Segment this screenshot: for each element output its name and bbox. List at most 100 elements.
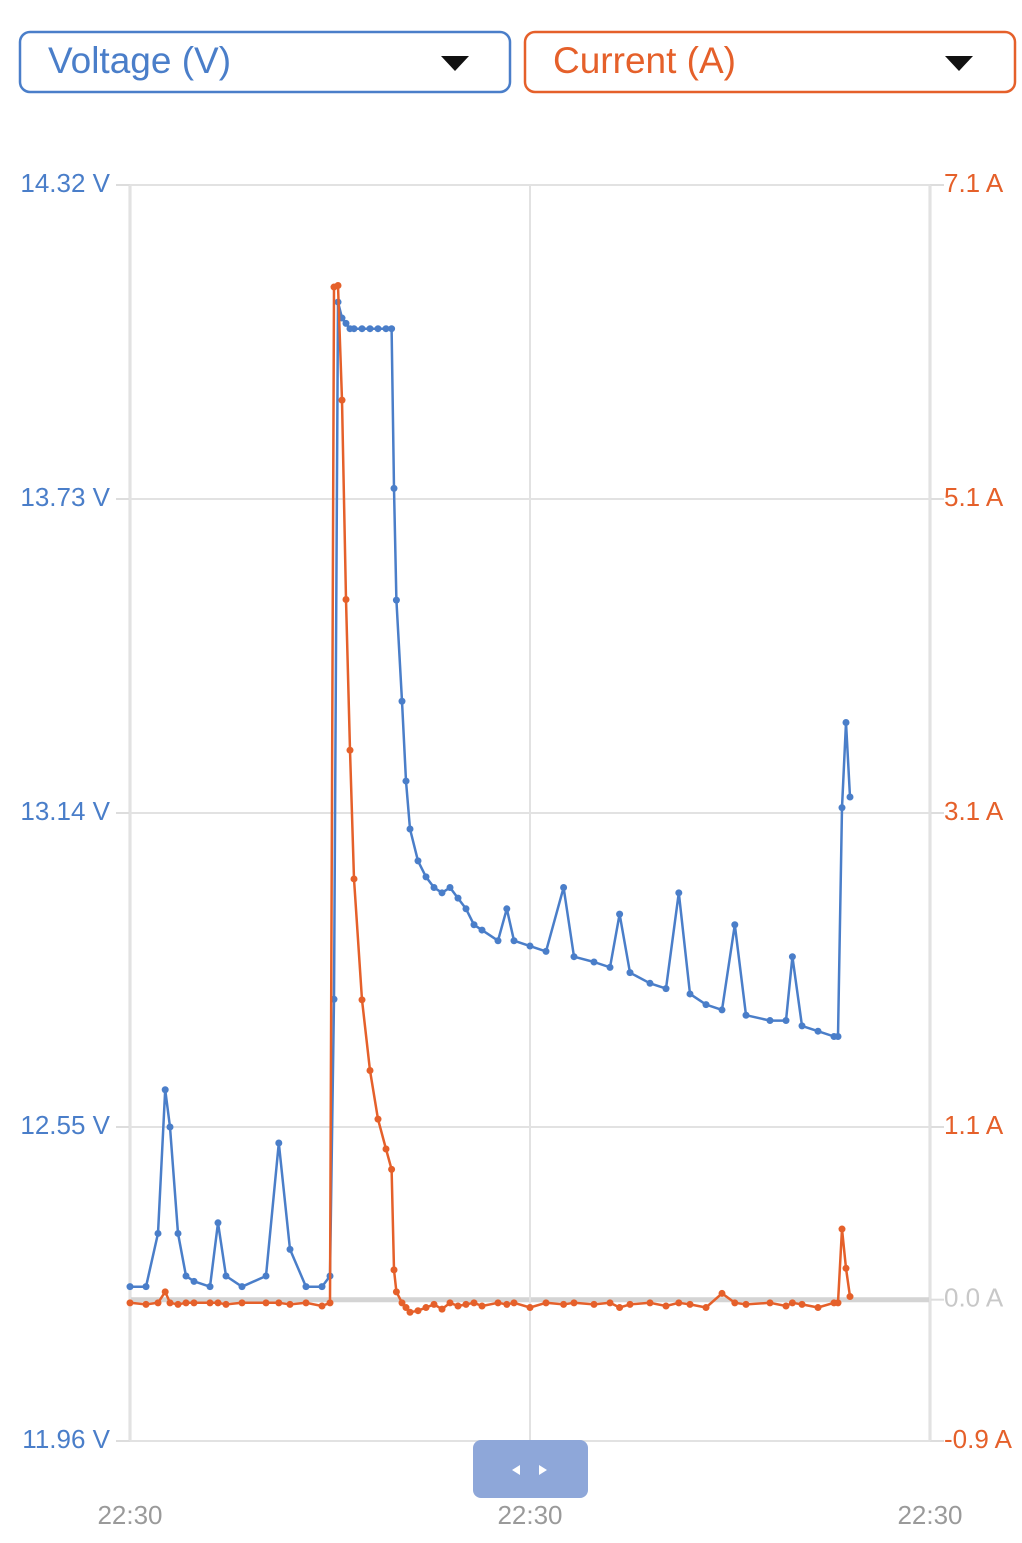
data-point [788, 953, 796, 961]
data-point [834, 1299, 842, 1307]
data-point [478, 926, 486, 934]
data-point [742, 1300, 750, 1308]
data-point [154, 1299, 162, 1307]
data-point [606, 963, 614, 971]
data-point [388, 325, 396, 333]
data-point [686, 1300, 694, 1308]
data-point [731, 1299, 739, 1307]
data-point [206, 1283, 214, 1291]
data-point [318, 1283, 326, 1291]
data-point [454, 894, 462, 902]
data-point [126, 1283, 134, 1291]
data-point [560, 1300, 568, 1308]
data-point [222, 1272, 230, 1280]
data-point [438, 1305, 446, 1313]
dropdown-box[interactable] [523, 30, 1017, 94]
y-tick-label: 12.55 V [20, 1110, 110, 1140]
data-point [798, 1300, 806, 1308]
data-point [846, 1293, 854, 1301]
data-point [846, 793, 854, 801]
y-tick-label: 13.73 V [20, 482, 110, 512]
data-point [338, 396, 346, 404]
data-point [214, 1219, 222, 1227]
x-tick-label: 22:30 [897, 1500, 962, 1530]
data-point [174, 1229, 182, 1237]
data-point [166, 1299, 174, 1307]
data-point [814, 1304, 822, 1312]
data-point [590, 958, 598, 966]
data-point [430, 884, 438, 892]
data-point [302, 1299, 310, 1307]
plot: 11.96 V 12.55 V 13.14 V 13.73 V 14.32 V -0.9 … [20, 168, 1012, 1530]
current-dropdown[interactable]: Current (A) [523, 30, 1017, 94]
data-point [214, 1299, 222, 1307]
data-point [142, 1300, 150, 1308]
data-point [402, 777, 410, 785]
data-point [275, 1299, 283, 1307]
data-point [342, 595, 350, 603]
series-line [130, 300, 852, 1288]
data-point [334, 281, 342, 289]
data-point [374, 1115, 382, 1123]
data-point [142, 1283, 150, 1291]
data-point [662, 1302, 670, 1310]
y2-tick-label: 0.0 A [944, 1283, 1004, 1313]
data-point [718, 1006, 726, 1014]
data-point [238, 1283, 246, 1291]
data-point [422, 873, 430, 881]
data-point [446, 884, 454, 892]
data-point [275, 1139, 283, 1147]
data-point [382, 1145, 390, 1153]
dropdown-box[interactable] [18, 30, 512, 94]
data-point [782, 1302, 790, 1310]
data-point [182, 1272, 190, 1280]
data-point [398, 1299, 406, 1307]
data-point [842, 719, 850, 727]
data-point [174, 1300, 182, 1308]
data-point [154, 1229, 162, 1237]
data-point [366, 325, 374, 333]
data-point [166, 1123, 174, 1131]
voltage-dropdown[interactable]: Voltage (V) [18, 30, 512, 94]
data-point [388, 1165, 396, 1173]
data-point [718, 1289, 726, 1297]
data-point [560, 884, 568, 892]
series-line [129, 284, 852, 1314]
data-point [590, 1300, 598, 1308]
data-point [374, 325, 382, 333]
data-point [302, 1283, 310, 1291]
data-point [646, 1299, 654, 1307]
data-point [262, 1299, 270, 1307]
scroll-handle[interactable] [473, 1440, 588, 1498]
data-point [616, 1304, 624, 1312]
data-point [570, 953, 578, 961]
data-point [838, 804, 846, 812]
data-point [190, 1277, 198, 1285]
handle[interactable] [473, 1440, 588, 1498]
data-point [358, 325, 366, 333]
data-point [494, 1299, 502, 1307]
data-point [350, 325, 358, 333]
data-point [358, 996, 366, 1004]
data-point [402, 1304, 410, 1312]
data-point [222, 1300, 230, 1308]
y-tick-label: 14.32 V [20, 168, 110, 198]
data-point [686, 990, 694, 998]
data-point [390, 1266, 398, 1274]
data-point [842, 1264, 850, 1272]
data-point [190, 1299, 198, 1307]
data-point [798, 1022, 806, 1030]
y2-tick-label: -0.9 A [944, 1424, 1013, 1454]
data-point [350, 875, 358, 883]
x-tick-label: 22:30 [497, 1500, 562, 1530]
data-point [510, 937, 518, 945]
data-point [126, 1299, 134, 1307]
y-tick-label: 11.96 V [22, 1424, 110, 1454]
data-point [462, 905, 470, 913]
data-point [161, 1086, 169, 1094]
data-point [814, 1027, 822, 1035]
data-point [470, 921, 478, 929]
y-tick-label: 13.14 V [20, 796, 110, 826]
data-point [606, 1299, 614, 1307]
